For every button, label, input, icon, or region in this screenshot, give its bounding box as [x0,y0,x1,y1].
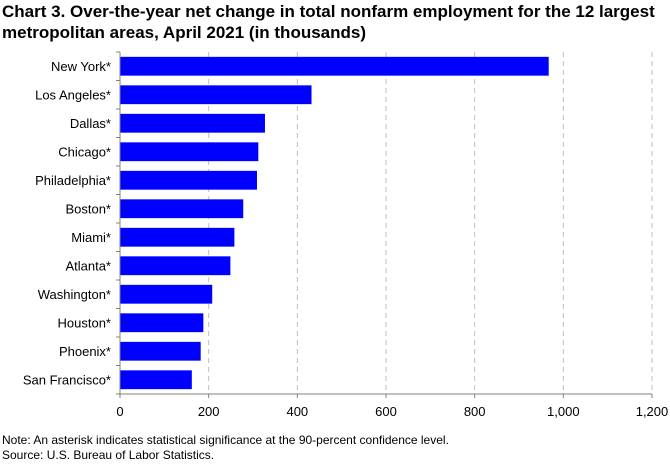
category-labels: New York* Los Angeles* Dallas* Chicago* Phil… [23,59,111,388]
axes [116,51,653,398]
chart-title: Chart 3. Over-the-year net change in tot… [2,2,655,42]
bar-series [120,56,549,390]
x-tick-label: 1,000 [547,404,580,419]
bar-washington [120,284,213,304]
x-tick-label: 200 [198,404,220,419]
footnote-note: Note: An asterisk indicates statistical … [2,433,449,447]
category-label: Washington* [38,287,111,302]
bar-atlanta [120,256,231,276]
bar-chicago [120,142,259,162]
category-label: Phoenix* [59,344,111,359]
x-tick-label: 600 [375,404,397,419]
tick-labels: 0 200 400 600 800 1,000 1,200 [116,404,668,419]
category-label: Atlanta* [65,258,111,273]
x-tick-label: 0 [116,404,123,419]
bar-miami [120,227,235,247]
category-label: Chicago* [58,144,111,159]
x-tick-label: 1,200 [636,404,669,419]
bar-dallas [120,113,265,133]
bar-houston [120,313,204,333]
category-label: Philadelphia* [35,173,111,188]
category-label: Boston* [65,201,111,216]
category-label: Houston* [58,315,111,330]
bar-san-francisco [120,370,192,390]
grid-lines [208,52,653,394]
bar-boston [120,199,244,219]
category-label: San Francisco* [23,372,111,387]
category-label: Dallas* [70,116,111,131]
x-tick-label: 800 [464,404,486,419]
category-label: Los Angeles* [35,87,111,102]
bar-phoenix [120,341,201,361]
x-tick-label: 400 [286,404,308,419]
bar-new-york [120,56,549,76]
category-label: Miami* [71,230,111,245]
bar-los-angeles [120,85,312,105]
footnote-source: Source: U.S. Bureau of Labor Statistics. [2,448,215,462]
bar-philadelphia [120,170,257,190]
category-label: New York* [51,59,111,74]
